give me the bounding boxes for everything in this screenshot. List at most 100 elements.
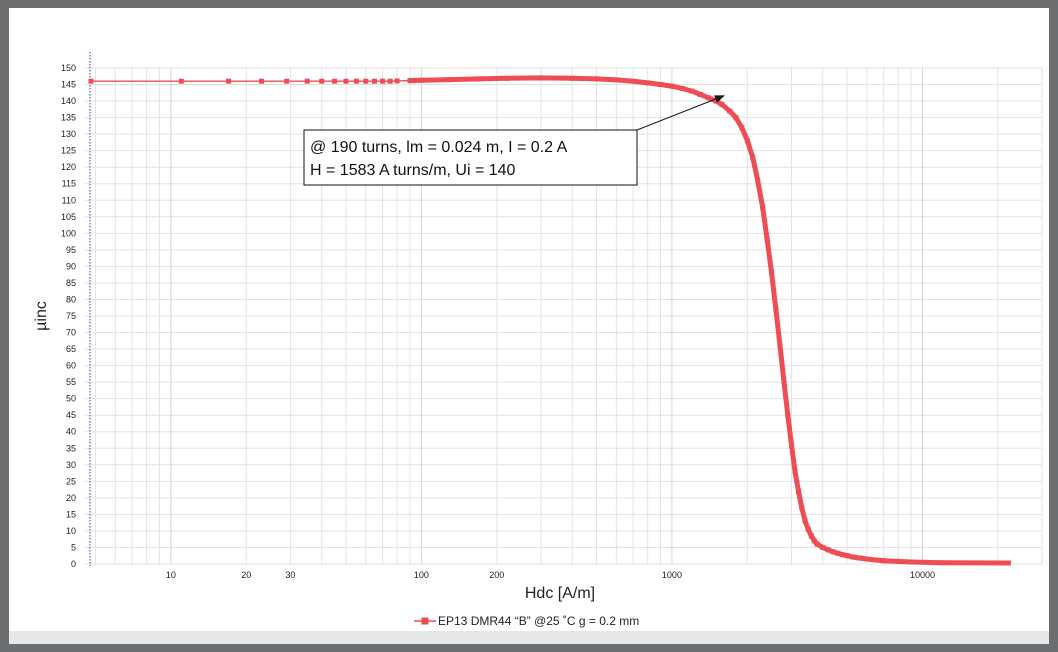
data-point bbox=[679, 86, 685, 91]
legend: EP13 DMR44 “B” @25 ˚C g = 0.2 mm bbox=[414, 614, 639, 628]
y-tick-label: 10 bbox=[66, 526, 76, 536]
data-point bbox=[773, 306, 779, 312]
y-tick-label: 80 bbox=[66, 294, 76, 304]
y-tick-label: 95 bbox=[66, 245, 76, 255]
data-point bbox=[658, 82, 663, 87]
x-tick-label: 100 bbox=[414, 570, 429, 580]
y-tick-label: 125 bbox=[61, 146, 76, 156]
y-tick-label: 105 bbox=[61, 212, 76, 222]
data-point bbox=[332, 78, 337, 84]
data-point bbox=[808, 533, 814, 539]
y-tick-label: 60 bbox=[66, 361, 76, 371]
data-point bbox=[178, 78, 184, 84]
data-point bbox=[805, 526, 811, 532]
data-point bbox=[569, 75, 575, 81]
y-tick-label: 0 bbox=[71, 559, 76, 569]
y-tick-label: 135 bbox=[61, 113, 76, 123]
y-tick-label: 50 bbox=[66, 394, 76, 404]
data-point bbox=[908, 559, 914, 565]
y-tick-labels: 0 5 10 15 20 25 30 35 40 45 50 55 60 65 70 75 80 85 90 95 10… bbox=[61, 63, 76, 569]
annotation-arrow bbox=[636, 95, 725, 131]
legend-label: EP13 DMR44 “B” @25 ˚C g = 0.2 mm bbox=[438, 614, 639, 628]
x-tick-label: 1000 bbox=[662, 570, 682, 580]
y-tick-label: 25 bbox=[66, 476, 76, 486]
data-point bbox=[820, 545, 826, 550]
data-point bbox=[387, 78, 393, 84]
data-point bbox=[739, 125, 745, 130]
data-point bbox=[939, 560, 945, 566]
data-point bbox=[785, 412, 791, 418]
data-point bbox=[594, 76, 599, 82]
y-tick-label: 150 bbox=[61, 63, 76, 73]
y-tick-label: 130 bbox=[61, 129, 76, 139]
y-axis-title: µinc bbox=[33, 301, 50, 331]
y-tick-label: 30 bbox=[66, 460, 76, 470]
data-point bbox=[630, 78, 636, 84]
y-tick-label: 55 bbox=[66, 377, 76, 387]
data-point bbox=[895, 558, 901, 564]
data-point bbox=[864, 556, 870, 562]
data-point bbox=[830, 549, 836, 555]
data-point bbox=[645, 80, 651, 86]
x-tick-label: 30 bbox=[285, 570, 295, 580]
x-axis-title: Hdc [A/m] bbox=[525, 585, 595, 602]
y-tick-label: 100 bbox=[61, 228, 76, 238]
data-point bbox=[706, 95, 711, 101]
data-point bbox=[343, 78, 349, 84]
data-point bbox=[769, 270, 775, 276]
y-tick-label: 70 bbox=[66, 328, 76, 338]
chart-frame bbox=[9, 8, 1049, 644]
data-point bbox=[835, 550, 841, 556]
annotation-line-1: @ 190 turns, lm = 0.024 m, I = 0.2 A bbox=[310, 139, 568, 156]
data-point bbox=[881, 558, 887, 564]
data-point bbox=[764, 237, 770, 243]
data-point bbox=[380, 78, 386, 84]
y-tick-label: 40 bbox=[66, 427, 76, 437]
data-point bbox=[727, 108, 733, 114]
data-point bbox=[304, 78, 310, 84]
data-point bbox=[698, 92, 703, 97]
data-point bbox=[796, 488, 801, 494]
data-point bbox=[781, 379, 787, 385]
x-tick-label: 200 bbox=[489, 570, 504, 580]
data-point bbox=[689, 88, 695, 94]
data-point bbox=[1005, 560, 1011, 566]
y-tick-label: 140 bbox=[61, 96, 76, 106]
data-point bbox=[538, 75, 544, 81]
data-point bbox=[88, 78, 94, 84]
data-point bbox=[850, 554, 856, 560]
data-point bbox=[353, 78, 359, 84]
data-point bbox=[811, 538, 817, 544]
data-point bbox=[447, 77, 453, 83]
y-tick-label: 65 bbox=[66, 344, 76, 354]
data-point bbox=[792, 468, 798, 474]
annotation-line-2: H = 1583 A turns/m, Ui = 140 bbox=[310, 162, 516, 179]
data-point bbox=[789, 442, 794, 448]
y-tick-label: 115 bbox=[62, 179, 76, 189]
data-point bbox=[613, 77, 619, 83]
x-tick-label: 20 bbox=[241, 570, 251, 580]
data-point bbox=[363, 78, 369, 84]
data-point bbox=[407, 78, 413, 84]
data-point bbox=[284, 78, 290, 84]
y-tick-label: 75 bbox=[66, 311, 76, 321]
y-tick-label: 15 bbox=[66, 509, 76, 519]
data-point bbox=[802, 518, 808, 524]
y-tick-label: 110 bbox=[62, 195, 76, 205]
grid-lines bbox=[84, 67, 1043, 565]
data-point bbox=[259, 78, 264, 84]
data-point bbox=[856, 555, 862, 561]
data-point bbox=[873, 557, 879, 563]
data-point bbox=[825, 547, 831, 553]
data-point bbox=[476, 76, 482, 82]
data-point bbox=[814, 541, 820, 547]
data-point bbox=[844, 553, 850, 559]
annotation: @ 190 turns, lm = 0.024 m, I = 0.2 A H =… bbox=[303, 95, 725, 186]
legend-marker-swatch bbox=[421, 617, 429, 625]
data-point bbox=[226, 78, 232, 84]
y-tick-label: 20 bbox=[66, 493, 76, 503]
y-tick-label: 5 bbox=[71, 542, 76, 552]
y-tick-label: 35 bbox=[66, 443, 76, 453]
data-point bbox=[744, 138, 750, 144]
